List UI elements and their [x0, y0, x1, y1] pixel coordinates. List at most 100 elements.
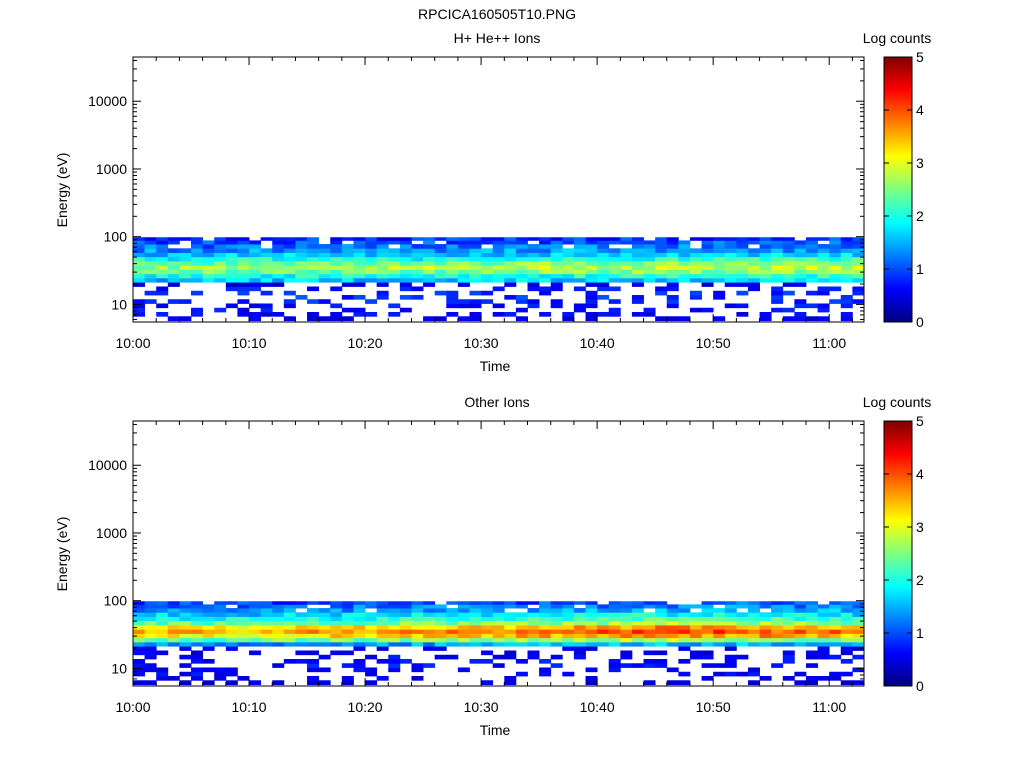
heatmap-cell: [492, 625, 505, 630]
heatmap-cell: [527, 601, 540, 605]
x-axis-label: Time: [480, 722, 511, 738]
heatmap-cell: [156, 311, 169, 317]
heatmap-cell: [365, 601, 378, 605]
heatmap-cell: [469, 629, 482, 634]
heatmap-cell: [388, 252, 401, 258]
heatmap-cell: [423, 277, 436, 283]
heatmap-cell: [272, 252, 285, 258]
heatmap-cell: [527, 608, 540, 613]
heatmap-cell: [759, 311, 772, 317]
heatmap-cell: [829, 616, 842, 622]
heatmap-cell: [713, 629, 726, 634]
heatmap-cell: [724, 659, 737, 664]
heatmap-cell: [829, 637, 842, 643]
heatmap-cell: [330, 256, 343, 262]
heatmap-cell: [133, 646, 145, 651]
heatmap-cell: [365, 299, 378, 304]
heatmap-cell: [272, 261, 285, 266]
heatmap-cell: [237, 629, 250, 634]
heatmap-cell: [167, 316, 180, 322]
heatmap-cell: [214, 307, 227, 313]
heatmap-cell: [655, 629, 668, 634]
heatmap-cell: [481, 629, 494, 634]
heatmap-cell: [643, 663, 656, 668]
heatmap-cell: [179, 633, 192, 639]
heatmap-cell: [794, 244, 807, 249]
heatmap-cell: [307, 650, 320, 656]
heatmap-cell: [167, 248, 180, 253]
heatmap-cell: [736, 637, 749, 643]
heatmap-cell: [457, 269, 470, 275]
heatmap-cell: [272, 604, 285, 609]
heatmap-cell: [318, 625, 331, 630]
heatmap-cell: [446, 244, 459, 249]
x-tick-label: 10:30: [464, 335, 499, 351]
heatmap-cell: [782, 612, 795, 617]
heatmap-cell: [736, 269, 749, 275]
heatmap-cell: [399, 604, 412, 609]
heatmap-cell: [678, 671, 691, 677]
heatmap-cell: [666, 256, 679, 262]
heatmap-cell: [840, 629, 853, 634]
heatmap-cell: [504, 604, 517, 609]
heatmap-cell: [167, 282, 180, 287]
heatmap-cell: [191, 290, 204, 296]
heatmap-cell: [260, 282, 273, 287]
heatmap-cell: [295, 273, 308, 279]
heatmap-cell: [631, 277, 644, 283]
heatmap-cell: [643, 625, 656, 630]
heatmap-cell: [550, 616, 563, 622]
heatmap-cell: [515, 237, 528, 241]
heatmap-cell: [515, 299, 528, 304]
heatmap-cell: [666, 604, 679, 609]
heatmap-cell: [527, 261, 540, 266]
heatmap-cell: [527, 616, 540, 622]
heatmap-cell: [620, 633, 633, 639]
heatmap-cell: [527, 244, 540, 249]
heatmap-cell: [272, 601, 285, 605]
heatmap-cell: [179, 641, 192, 647]
heatmap-cell: [399, 307, 412, 313]
heatmap-cell: [260, 269, 273, 275]
heatmap-cell: [585, 299, 598, 304]
heatmap-cell: [620, 248, 633, 253]
heatmap-cell: [562, 620, 575, 626]
heatmap-cell: [631, 601, 644, 605]
heatmap-cell: [678, 612, 691, 617]
heatmap-cell: [550, 240, 563, 245]
heatmap-cell: [539, 616, 552, 622]
heatmap-cell: [341, 633, 354, 639]
heatmap-cell: [434, 608, 447, 613]
heatmap-cell: [852, 604, 865, 609]
heatmap-cell: [840, 650, 853, 656]
heatmap-cell: [202, 240, 215, 245]
heatmap-cell: [585, 646, 598, 651]
heatmap-cell: [295, 625, 308, 630]
heatmap-cell: [771, 244, 784, 249]
heatmap-cell: [353, 659, 366, 664]
heatmap-cell: [225, 277, 238, 283]
heatmap-cell: [794, 256, 807, 262]
heatmap-cell: [515, 269, 528, 275]
heatmap-cell: [759, 633, 772, 639]
heatmap-cell: [689, 307, 702, 313]
heatmap-cell: [817, 616, 830, 622]
heatmap-cell: [805, 650, 818, 656]
heatmap-cell: [295, 248, 308, 253]
heatmap-cell: [446, 252, 459, 258]
heatmap-cell: [481, 273, 494, 279]
heatmap-cell: [481, 277, 494, 283]
heatmap-cell: [237, 616, 250, 622]
heatmap-cell: [144, 633, 157, 639]
heatmap-cell: [214, 256, 227, 262]
heatmap-cell: [330, 265, 343, 270]
heatmap-cell: [794, 612, 807, 617]
heatmap-cell: [736, 277, 749, 283]
heatmap-cell: [191, 671, 204, 677]
heatmap-cell: [736, 629, 749, 634]
heatmap-cell: [573, 256, 586, 262]
heatmap-cell: [376, 601, 389, 605]
heatmap-cell: [527, 256, 540, 262]
heatmap-cell: [747, 612, 760, 617]
heatmap-cell: [562, 633, 575, 639]
